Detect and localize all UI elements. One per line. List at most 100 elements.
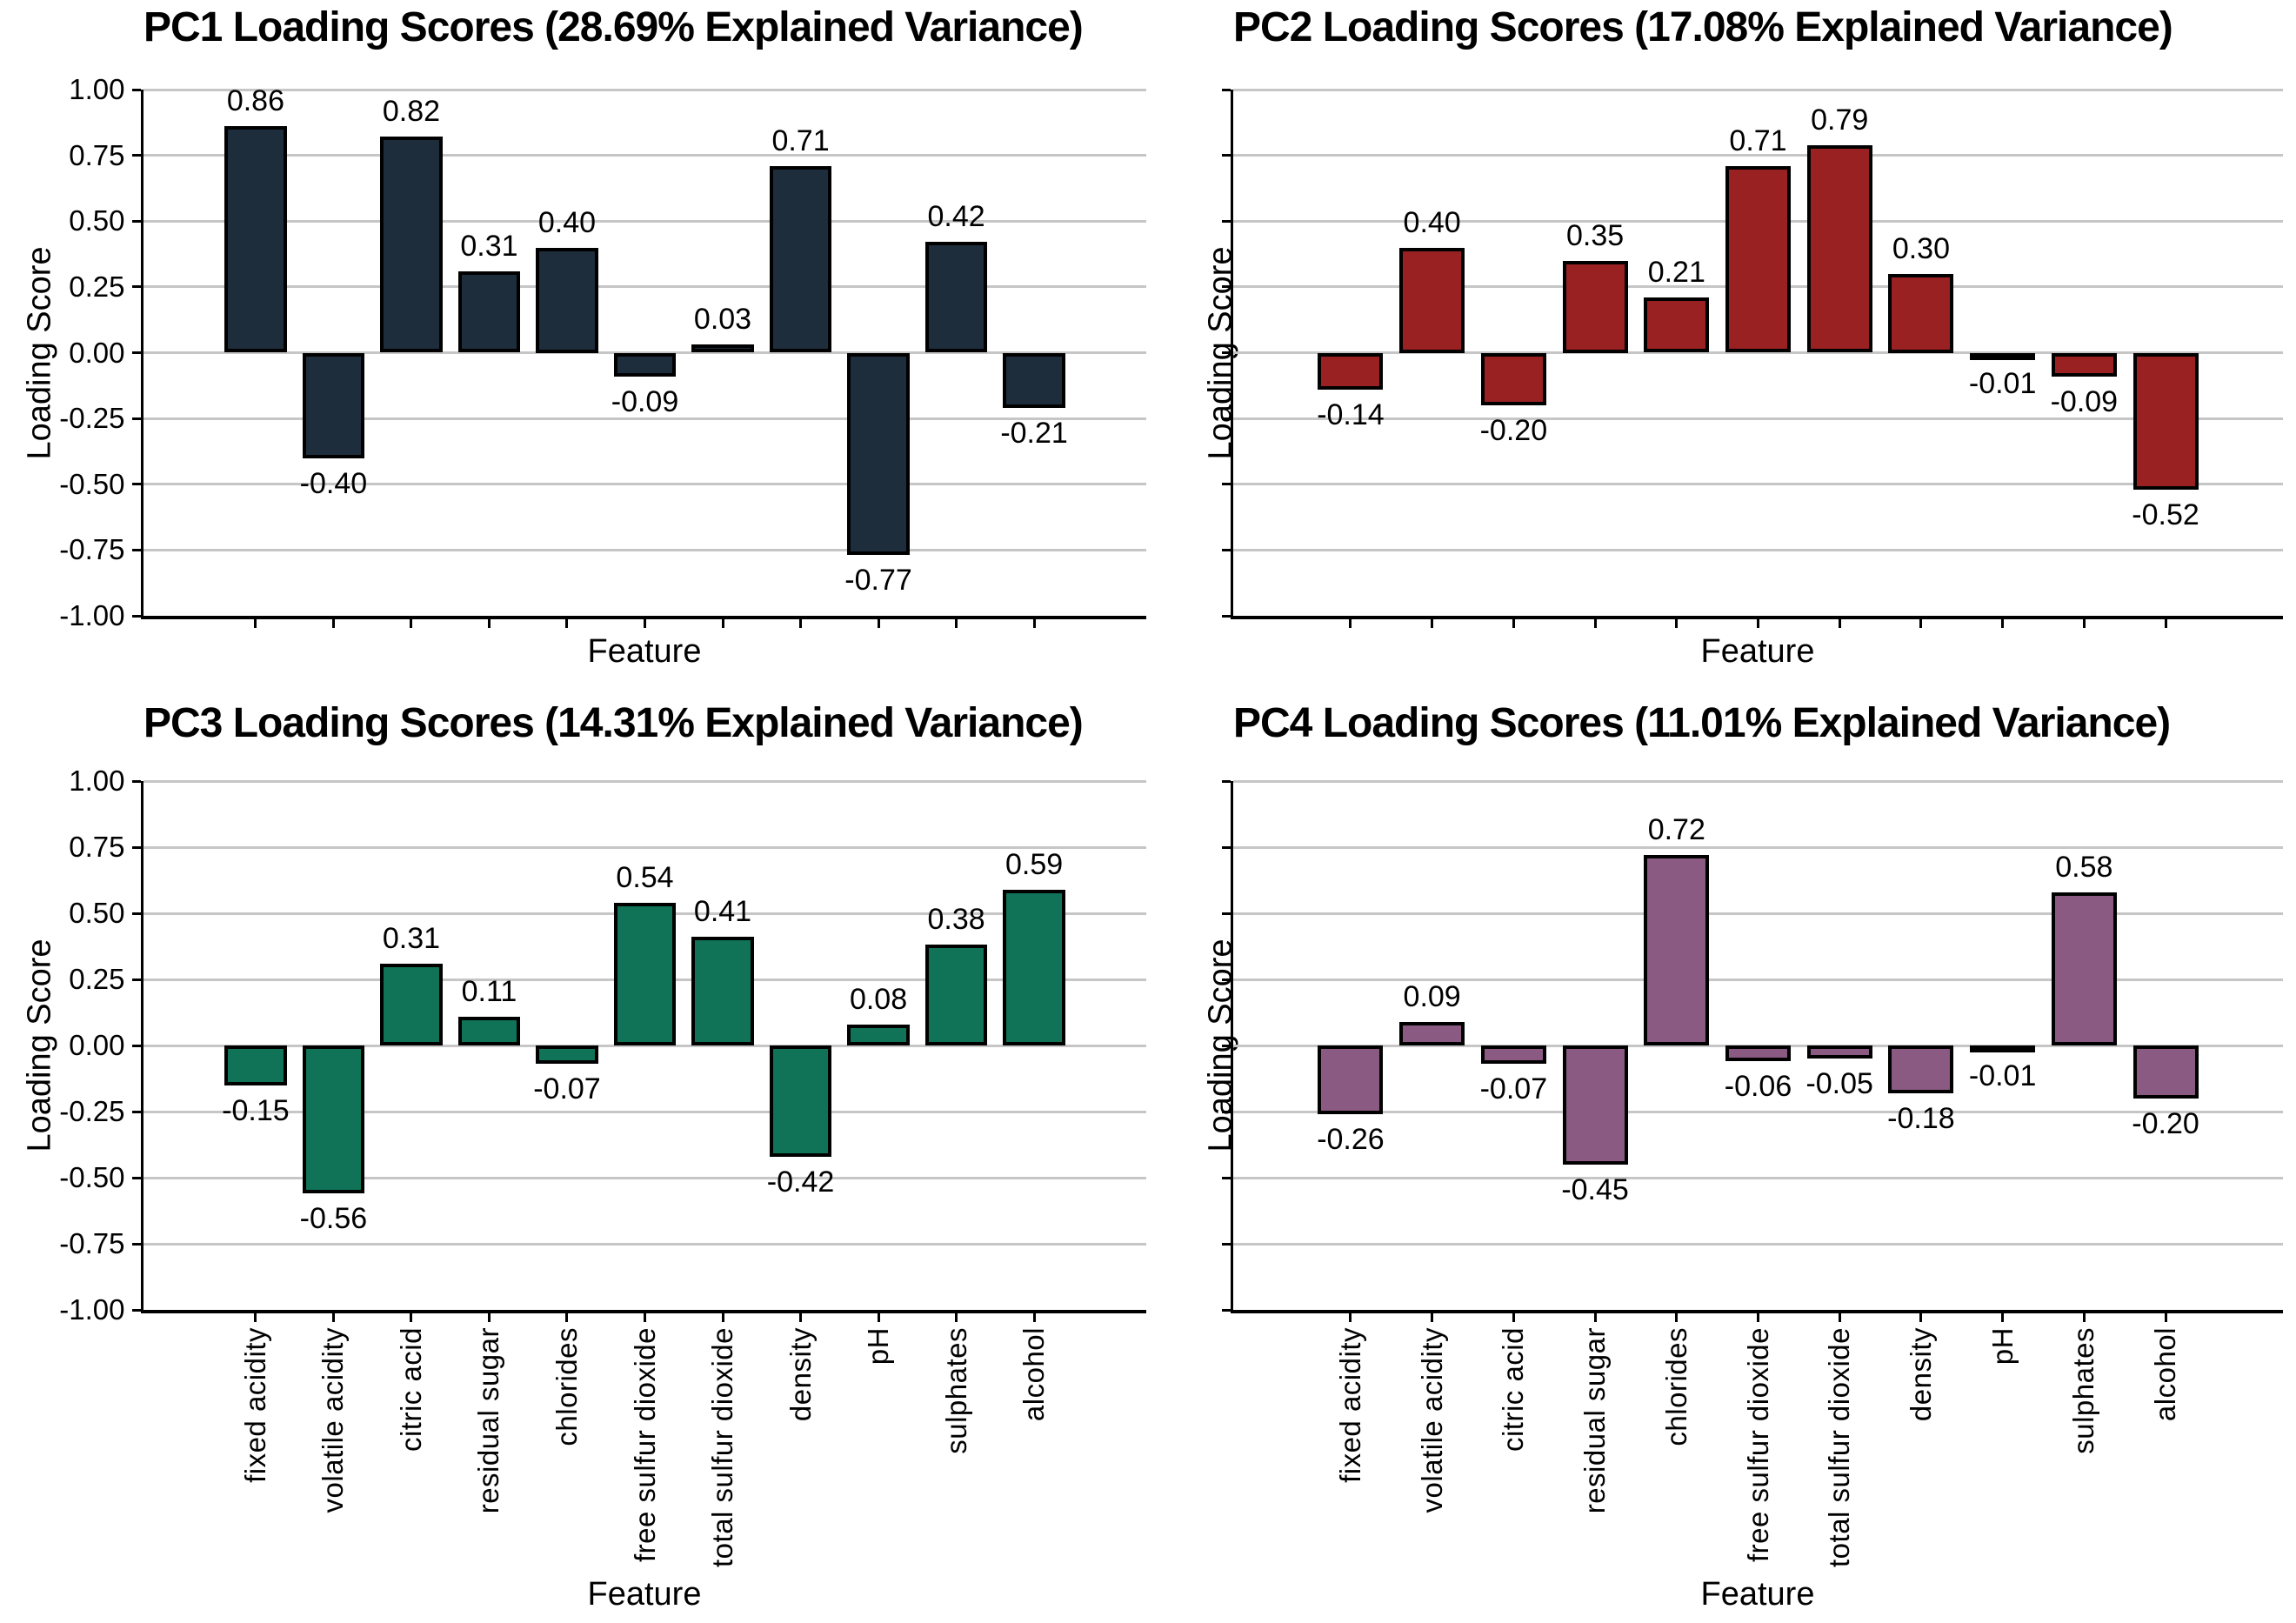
x-tick	[1757, 1312, 1759, 1322]
x-tick	[1512, 1312, 1515, 1322]
y-tick	[131, 779, 141, 783]
x-tick	[955, 1312, 958, 1322]
bar-fixed-acidity	[1318, 1045, 1384, 1115]
gridline	[1233, 1242, 2283, 1246]
y-tick-label: 0.50	[69, 897, 125, 929]
x-tick-label: free sulfur dioxide	[628, 1326, 661, 1562]
y-tick	[1221, 285, 1231, 289]
x-tick	[1032, 1312, 1036, 1322]
x-tick	[1757, 618, 1759, 628]
gridline	[144, 219, 1146, 223]
value-label: 0.86	[226, 84, 284, 118]
x-tick-label: volatile acidity	[317, 1326, 350, 1513]
value-label: -0.09	[611, 384, 679, 418]
y-tick	[131, 1308, 141, 1312]
value-label: -0.05	[1805, 1067, 1873, 1101]
y-tick	[131, 483, 141, 486]
value-label: 0.42	[927, 200, 985, 234]
bar-alcohol	[1003, 352, 1065, 409]
value-label: 0.03	[693, 303, 752, 337]
bar-residual-sugar	[1562, 260, 1628, 353]
y-tick	[131, 1242, 141, 1246]
y-tick-label: -0.25	[59, 1095, 125, 1127]
x-tick	[721, 1312, 724, 1322]
x-tick	[799, 1312, 803, 1322]
y-tick-label: -1.00	[59, 1293, 125, 1326]
y-tick	[1221, 1110, 1231, 1113]
value-label: 0.59	[1004, 847, 1064, 881]
bar-chlorides	[1644, 297, 1710, 353]
x-axis-spine	[1230, 616, 2283, 619]
x-tick-label: total sulfur dioxide	[706, 1326, 739, 1567]
y-tick	[1221, 483, 1231, 486]
y-tick	[1221, 912, 1231, 915]
gridline	[144, 845, 1146, 849]
bar-density	[769, 1045, 832, 1157]
x-tick	[1838, 618, 1841, 628]
y-tick	[1221, 1242, 1231, 1246]
y-tick-label: -1.00	[59, 599, 125, 631]
value-label: 0.54	[616, 860, 674, 894]
y-tick	[131, 978, 141, 981]
x-tick-label: residual sugar	[1578, 1326, 1612, 1513]
x-tick	[1349, 1312, 1352, 1322]
value-label: 0.30	[1892, 231, 1951, 265]
y-tick-label: 0.50	[69, 204, 125, 237]
y-axis-spine	[1230, 90, 1233, 619]
value-label: -0.45	[1561, 1172, 1629, 1206]
y-tick	[1221, 1176, 1231, 1179]
bar-fixed-acidity	[224, 1045, 287, 1085]
y-tick-label: -0.25	[59, 402, 125, 435]
x-tick	[877, 618, 880, 628]
x-tick	[331, 1312, 335, 1322]
value-label: -0.20	[1479, 414, 1548, 447]
gridline	[1233, 88, 2283, 91]
bar-total-sulfur-dioxide	[1806, 144, 1872, 353]
x-tick-label: fixed acidity	[1333, 1326, 1366, 1483]
bar-fixed-acidity	[224, 126, 287, 353]
y-tick	[131, 912, 141, 915]
value-label: 0.40	[1403, 205, 1461, 239]
y-tick	[131, 614, 141, 618]
value-label: -0.56	[299, 1202, 368, 1236]
x-axis-spine	[140, 1310, 1146, 1313]
y-tick-label: 0.75	[69, 138, 125, 171]
x-tick	[721, 618, 724, 628]
value-label: -0.21	[1000, 417, 1068, 451]
value-label: -0.18	[1887, 1101, 1955, 1135]
y-tick-label: -0.75	[59, 533, 125, 566]
gridline	[144, 779, 1146, 783]
x-tick-label: free sulfur dioxide	[1741, 1326, 1774, 1562]
chart-pc2: PC2 Loading Scores (17.08% Explained Var…	[1148, 0, 2296, 696]
y-tick	[131, 845, 141, 849]
x-tick-label: density	[784, 1326, 817, 1421]
y-tick-label: 0.75	[69, 831, 125, 863]
chart-title-pc4: PC4 Loading Scores (11.01% Explained Var…	[1233, 700, 2171, 746]
x-tick	[410, 1312, 413, 1322]
x-tick	[2082, 618, 2086, 628]
gridline	[144, 88, 1146, 91]
x-tick	[565, 618, 569, 628]
x-tick-label: chlorides	[550, 1326, 583, 1446]
x-tick	[1431, 1312, 1434, 1322]
y-tick	[1221, 548, 1231, 551]
bar-volatile-acidity	[302, 1045, 365, 1194]
x-tick	[1512, 618, 1515, 628]
x-tick-label: residual sugar	[472, 1326, 505, 1513]
bar-volatile-acidity	[1399, 1021, 1465, 1045]
y-tick	[1221, 978, 1231, 981]
y-tick	[1221, 845, 1231, 849]
x-tick	[1675, 1312, 1679, 1322]
value-label: 0.09	[1403, 979, 1461, 1013]
y-tick	[131, 219, 141, 223]
value-label: 0.31	[382, 921, 441, 955]
y-tick-label: -0.50	[59, 1161, 125, 1193]
value-label: 0.31	[460, 229, 518, 263]
x-tick	[877, 1312, 880, 1322]
y-tick	[1221, 417, 1231, 420]
y-tick	[1221, 779, 1231, 783]
y-tick	[131, 285, 141, 289]
value-label: 0.35	[1565, 218, 1625, 252]
value-label: -0.20	[2132, 1106, 2199, 1140]
bar-chlorides	[536, 247, 598, 353]
